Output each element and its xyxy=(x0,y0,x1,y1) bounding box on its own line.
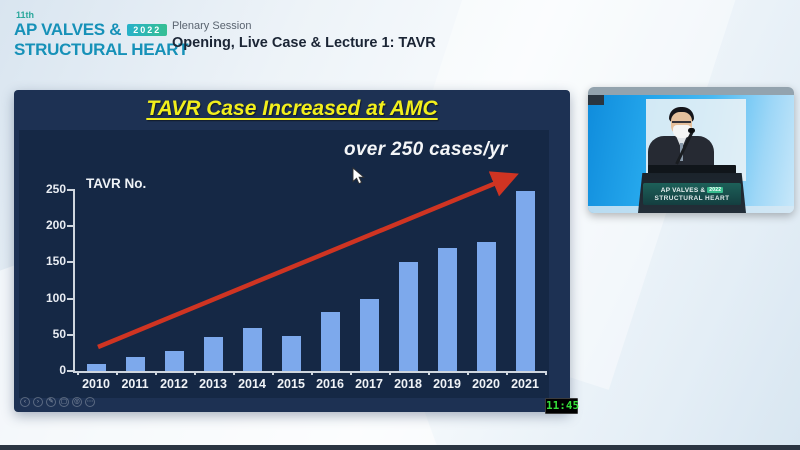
bar-2017 xyxy=(359,298,379,371)
presenter-face-mask xyxy=(673,125,691,138)
podium-sign: AP VALVES & 2022 STRUCTURAL HEART xyxy=(643,183,741,205)
stage-dark-corner xyxy=(588,95,604,105)
bar-2021 xyxy=(515,191,535,371)
x-tick-label: 2011 xyxy=(121,377,149,391)
podium-sign-line2: STRUCTURAL HEART xyxy=(654,194,730,202)
bar-2015 xyxy=(281,336,301,371)
presenter-video: AP VALVES & 2022 STRUCTURAL HEART xyxy=(588,87,794,213)
event-logo: 11th AP VALVES & 2022 STRUCTURAL HEART xyxy=(14,10,189,59)
bar-2012 xyxy=(164,350,184,371)
x-tick-mark xyxy=(505,371,508,375)
session-type: Plenary Session xyxy=(172,20,252,32)
bar-2019 xyxy=(437,247,457,371)
x-tick-mark xyxy=(310,371,313,375)
bar-2014 xyxy=(242,327,262,371)
slide-titlebar: TAVR Case Increased at AMC xyxy=(14,97,570,121)
x-tick-mark xyxy=(388,371,391,375)
next-slide-icon[interactable]: › xyxy=(33,397,43,407)
x-tick-label: 2013 xyxy=(199,377,227,391)
logo-year-badge: 2022 xyxy=(127,23,168,36)
x-tick-label: 2012 xyxy=(160,377,188,391)
y-tick-mark xyxy=(67,297,73,300)
bar-chart: 0 50 100 150 200 250 2010 2011 2012 2013 2014 2015 2… xyxy=(14,90,570,412)
y-tick-label: 50 xyxy=(52,326,66,341)
x-tick-mark xyxy=(271,371,274,375)
highlighter-tool-icon[interactable]: ▢ xyxy=(59,397,69,407)
logo-edition: 11th xyxy=(16,10,35,20)
x-tick-label: 2014 xyxy=(238,377,266,391)
y-tick-mark xyxy=(67,189,73,191)
x-tick-label: 2019 xyxy=(433,377,461,391)
slide-panel: TAVR Case Increased at AMC over 250 case… xyxy=(14,90,570,412)
podium-laptop xyxy=(648,165,736,174)
y-tick-label: 150 xyxy=(45,254,66,269)
bar-2013 xyxy=(203,336,223,371)
more-options-icon[interactable]: ⋯ xyxy=(85,397,95,407)
logo-line1: AP VALVES & xyxy=(14,20,122,39)
bar-2016 xyxy=(320,311,340,371)
y-tick-label: 0 xyxy=(59,363,66,377)
x-tick-mark xyxy=(544,371,547,375)
bar-2011 xyxy=(125,356,145,371)
microphone-icon xyxy=(688,128,695,133)
x-tick-mark xyxy=(427,371,430,375)
x-tick-label: 2020 xyxy=(472,377,500,391)
x-tick-label: 2017 xyxy=(355,377,383,391)
x-tick-mark xyxy=(115,371,118,375)
y-tick-label: 250 xyxy=(45,182,66,196)
x-tick-mark xyxy=(466,371,469,375)
x-tick-mark xyxy=(154,371,157,375)
x-tick-label: 2016 xyxy=(316,377,344,391)
y-tick-label: 200 xyxy=(45,218,66,233)
magnifier-icon[interactable]: ◎ xyxy=(72,397,82,407)
logo-line2: STRUCTURAL HEART xyxy=(14,39,189,59)
y-tick-mark xyxy=(67,261,73,264)
x-tick-label: 2018 xyxy=(394,377,422,391)
presenter-glasses xyxy=(672,121,691,123)
y-axis-line xyxy=(73,189,75,373)
presentation-toolbar: ‹ › ✎ ▢ ◎ ⋯ xyxy=(20,397,95,407)
podium-sign-line1: AP VALVES & xyxy=(660,186,706,194)
x-axis-line xyxy=(73,371,547,373)
y-tick-mark xyxy=(67,225,73,228)
x-tick-mark xyxy=(232,371,235,375)
bar-2018 xyxy=(398,262,418,371)
session-title: Opening, Live Case & Lecture 1: TAVR xyxy=(172,35,436,51)
x-tick-mark xyxy=(349,371,352,375)
event-header: 11th AP VALVES & 2022 STRUCTURAL HEART P… xyxy=(0,0,800,72)
bottom-edge-strip xyxy=(0,445,800,450)
chart-annotation: over 250 cases/yr xyxy=(344,139,508,160)
x-tick-label: 2015 xyxy=(277,377,305,391)
x-tick-mark xyxy=(193,371,196,375)
bar-2010 xyxy=(86,363,106,371)
slide-clock: 11:45 xyxy=(545,398,580,414)
x-tick-label: 2010 xyxy=(82,377,110,391)
x-tick-label: 2021 xyxy=(511,377,539,391)
y-tick-mark xyxy=(67,333,73,336)
x-tick-mark xyxy=(76,371,79,375)
session-info: Plenary Session Opening, Live Case & Lec… xyxy=(172,20,436,51)
pen-tool-icon[interactable]: ✎ xyxy=(46,397,56,407)
bar-2020 xyxy=(476,242,496,371)
podium-sign-badge: 2022 xyxy=(707,187,724,193)
prev-slide-icon[interactable]: ‹ xyxy=(20,397,30,407)
stage-ceiling xyxy=(588,87,794,95)
slide-title: TAVR Case Increased at AMC xyxy=(146,97,438,120)
y-tick-label: 100 xyxy=(45,290,66,305)
presenter-shirt xyxy=(676,136,687,149)
y-tick-mark xyxy=(67,370,73,372)
